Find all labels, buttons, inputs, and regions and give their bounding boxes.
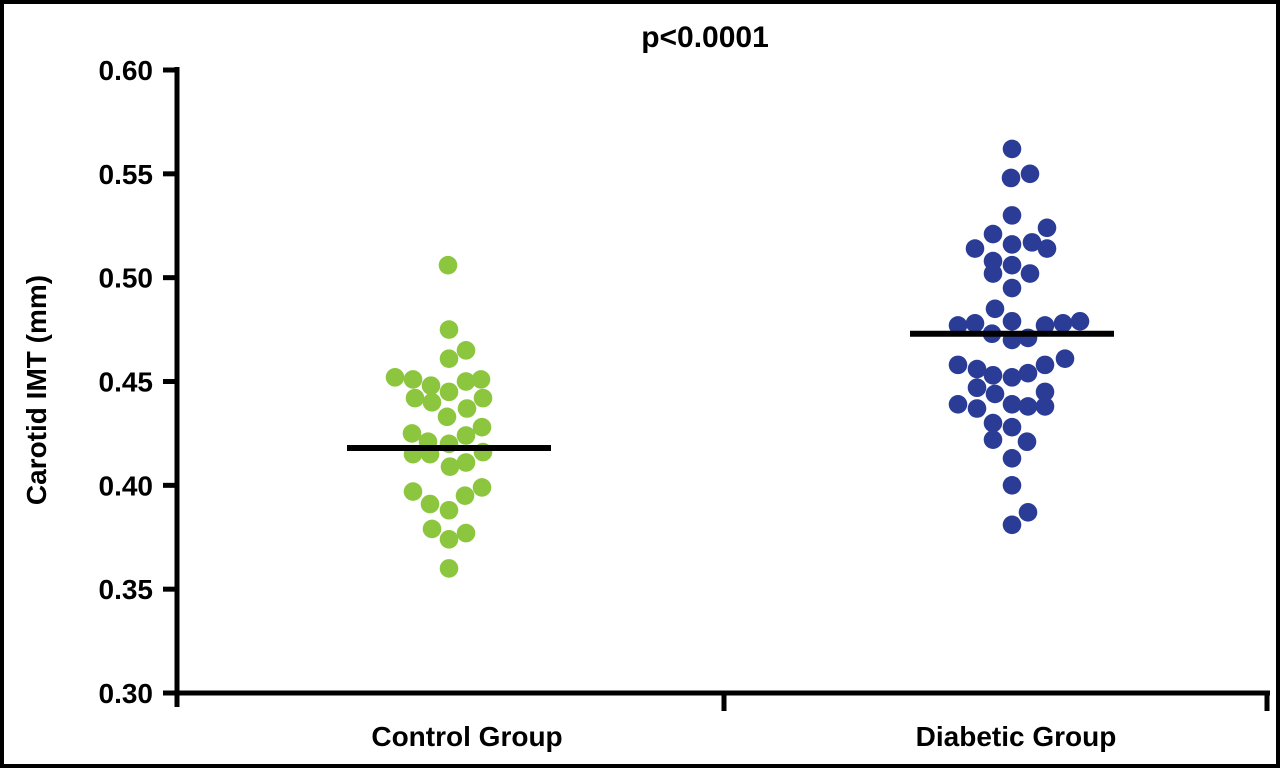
data-point [456, 426, 476, 445]
data-point [1053, 314, 1073, 333]
data-point [455, 486, 475, 506]
data-point [1055, 349, 1075, 368]
data-point [439, 559, 459, 578]
data-point [1070, 311, 1090, 331]
data-point [1002, 515, 1022, 535]
data-point [437, 407, 457, 427]
y-tick-label: 0.60 [99, 55, 154, 86]
data-point [439, 349, 459, 368]
data-point [456, 372, 476, 391]
data-point [457, 399, 477, 418]
data-point [967, 399, 987, 418]
data-point [1035, 316, 1055, 335]
data-point [1035, 382, 1055, 402]
data-point [403, 482, 423, 501]
data-point [456, 341, 476, 360]
data-point [471, 370, 491, 389]
data-point [440, 457, 460, 476]
data-point [472, 478, 492, 497]
data-point [439, 500, 459, 520]
data-point [985, 299, 1005, 319]
data-point [1002, 278, 1022, 298]
y-tick-label: 0.30 [99, 678, 154, 709]
data-point [1002, 139, 1022, 159]
y-tick-label: 0.55 [99, 159, 154, 190]
data-point [1002, 235, 1022, 254]
data-point [965, 314, 985, 333]
data-point [1017, 432, 1037, 452]
data-point [983, 413, 1003, 433]
data-point [1002, 368, 1022, 387]
data-point [1020, 264, 1040, 283]
data-point [1037, 218, 1057, 238]
data-point [967, 359, 987, 379]
data-point [422, 519, 442, 539]
data-point [456, 453, 476, 472]
data-point [983, 224, 1003, 244]
data-point [405, 388, 425, 408]
data-point [472, 417, 492, 437]
x-axis-label-control-group: Control Group [371, 721, 563, 752]
data-point [439, 382, 459, 402]
data-point [983, 365, 1003, 385]
data-point [1002, 476, 1022, 495]
y-tick-label: 0.45 [99, 367, 154, 398]
data-point [438, 255, 458, 275]
data-point [983, 430, 1003, 449]
data-point [1018, 397, 1038, 416]
data-point [473, 388, 493, 408]
y-tick-label: 0.35 [99, 574, 154, 605]
data-point [967, 378, 987, 398]
data-point [948, 355, 968, 375]
data-point [385, 368, 405, 387]
data-point [965, 239, 985, 258]
data-point [422, 392, 442, 412]
chart-title-p-value: p<0.0001 [641, 21, 769, 54]
data-point [1002, 417, 1022, 437]
data-point [983, 264, 1003, 283]
data-point [421, 376, 441, 395]
data-point [1002, 255, 1022, 275]
data-point [1037, 239, 1057, 258]
data-point [439, 320, 459, 339]
data-point [456, 523, 476, 543]
data-point [439, 530, 459, 549]
data-point [1002, 311, 1022, 331]
data-point [1022, 233, 1042, 252]
y-tick-label: 0.40 [99, 470, 154, 501]
data-point [403, 370, 423, 389]
data-point [948, 395, 968, 414]
data-point [1002, 206, 1022, 225]
x-axis-label-diabetic-group: Diabetic Group [915, 721, 1117, 752]
y-tick-label: 0.50 [99, 263, 154, 294]
data-point [1020, 164, 1040, 184]
data-point [402, 424, 422, 443]
data-point [948, 316, 968, 335]
data-point [1018, 503, 1038, 522]
data-point [1035, 355, 1055, 375]
data-point [1002, 449, 1022, 468]
data-point [985, 384, 1005, 404]
data-point [1018, 363, 1038, 383]
data-point [1035, 397, 1055, 416]
data-point [420, 494, 440, 514]
data-point [1002, 395, 1022, 414]
data-point [1001, 168, 1021, 188]
